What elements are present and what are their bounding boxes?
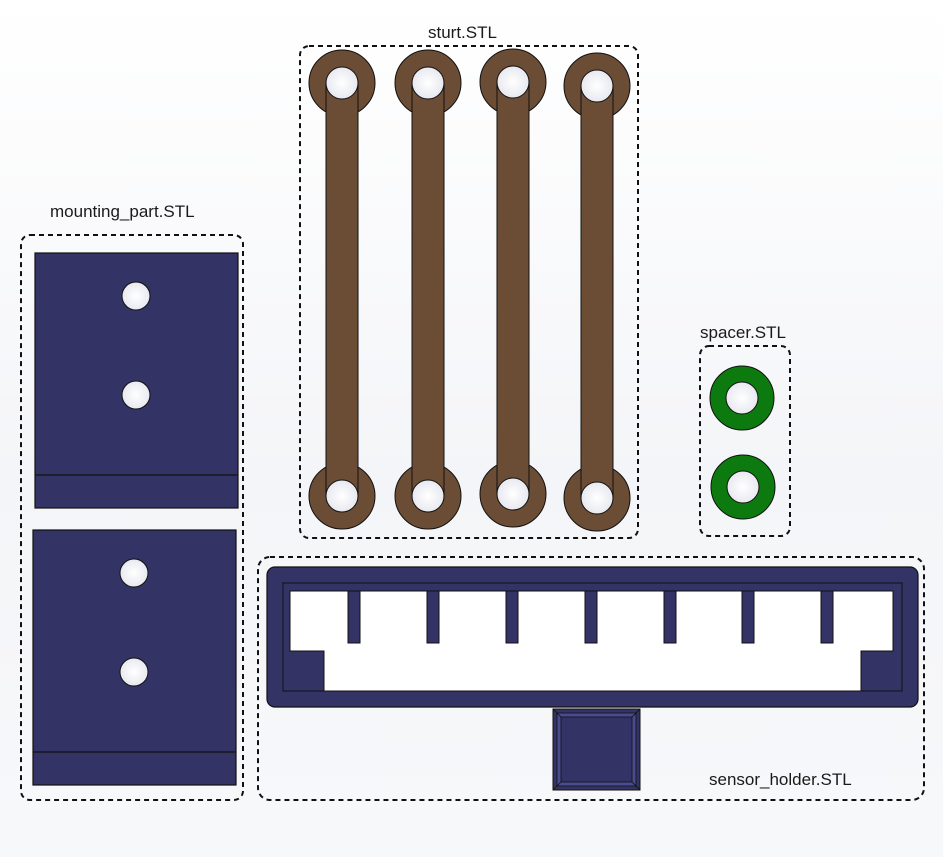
sensor-slot-divider	[347, 590, 361, 644]
sensor-holder-mount-tab	[552, 708, 641, 791]
sensor-holder-group	[257, 556, 925, 801]
sensor-slot-divider	[741, 590, 755, 644]
sensor-slot-divider	[505, 590, 519, 644]
mounting-part-group	[20, 234, 244, 801]
sensor-slot-divider	[584, 590, 598, 644]
sensor-holder-group-border	[257, 556, 925, 801]
spacer-ring	[709, 365, 775, 431]
spacer-group	[699, 345, 791, 537]
mounting-part-group-border	[20, 234, 244, 801]
sturt-group	[299, 45, 639, 539]
spacer-label: spacer.STL	[700, 323, 786, 342]
sensor-holder-label: sensor_holder.STL	[709, 770, 852, 789]
mounting-hole	[121, 281, 151, 311]
sturt-link	[308, 49, 376, 530]
sturt-group-border	[299, 45, 639, 539]
sensor-holder-body	[266, 566, 919, 708]
sensor-slot-divider	[426, 590, 440, 644]
mounting-hole	[119, 558, 149, 588]
spacer-group-border	[699, 345, 791, 537]
sensor-slot-divider	[663, 590, 677, 644]
mounting-hole	[119, 657, 149, 687]
mounting-part-label: mounting_part.STL	[50, 202, 195, 221]
sturt-link	[479, 48, 547, 528]
spacer-ring	[710, 454, 776, 520]
mounting-plate-lower	[32, 529, 237, 786]
sturt-link	[394, 49, 462, 530]
sturt-link	[563, 52, 631, 532]
mounting-hole	[121, 380, 151, 410]
mounting-plate-upper	[34, 252, 239, 509]
sensor-slot-divider	[820, 590, 834, 644]
sturt-label: sturt.STL	[428, 23, 497, 42]
